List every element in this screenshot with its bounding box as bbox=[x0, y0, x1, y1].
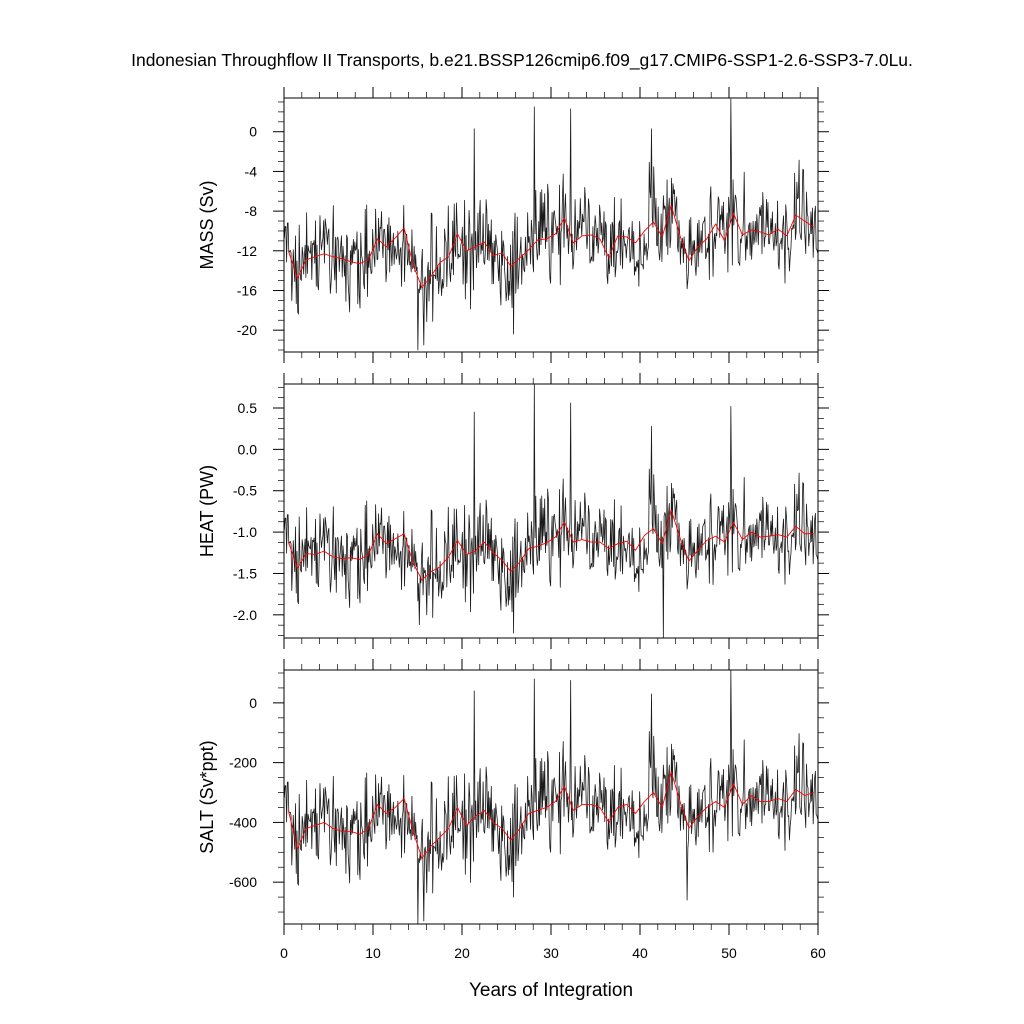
y-axis-label: HEAT (PW) bbox=[197, 465, 217, 557]
x-tick-label: 30 bbox=[543, 945, 559, 961]
y-tick-label: 0.0 bbox=[238, 441, 258, 457]
y-tick-label: 0 bbox=[249, 124, 257, 140]
y-tick-label: -0.5 bbox=[233, 483, 257, 499]
y-axis-label: MASS (Sv) bbox=[197, 180, 217, 269]
y-tick-label: 0.5 bbox=[238, 400, 258, 416]
chart-title: Indonesian Throughflow II Transports, b.… bbox=[131, 50, 913, 71]
y-tick-label: -8 bbox=[245, 203, 258, 219]
y-tick-label: -200 bbox=[229, 755, 257, 771]
y-tick-label: 0 bbox=[249, 695, 257, 711]
x-tick-label: 60 bbox=[810, 945, 826, 961]
x-tick-label: 40 bbox=[632, 945, 648, 961]
y-axis-label: SALT (Sv*ppt) bbox=[197, 740, 217, 853]
x-tick-label: 0 bbox=[280, 945, 288, 961]
y-tick-label: -1.0 bbox=[233, 524, 257, 540]
panels: -20 -16 -12 -8 -4 0 MASS (Sv) -2.0 -1.5 -1.0 -0.5 0… bbox=[197, 87, 829, 961]
annual-mean-line bbox=[288, 204, 814, 288]
x-tick-label: 10 bbox=[365, 945, 381, 961]
monthly-series-line bbox=[284, 98, 818, 351]
monthly-series-line bbox=[284, 384, 818, 638]
panel-0: -20 -16 -12 -8 -4 0 MASS (Sv) bbox=[197, 87, 829, 363]
x-tick-label: 50 bbox=[721, 945, 737, 961]
y-tick-label: -2.0 bbox=[233, 607, 257, 623]
panel-1: -2.0 -1.5 -1.0 -0.5 0.0 0.5 HEAT (PW) bbox=[197, 373, 829, 649]
y-tick-label: -1.5 bbox=[233, 565, 257, 581]
y-tick-label: -12 bbox=[237, 243, 257, 259]
x-tick-label: 20 bbox=[454, 945, 470, 961]
y-tick-label: -600 bbox=[229, 874, 257, 890]
monthly-series-line bbox=[284, 670, 818, 924]
plot-frame bbox=[283, 383, 819, 639]
y-tick-label: -20 bbox=[237, 322, 257, 338]
y-tick-label: -4 bbox=[245, 163, 258, 179]
y-tick-label: -400 bbox=[229, 814, 257, 830]
annual-mean-line bbox=[288, 509, 814, 581]
annual-mean-line bbox=[288, 771, 814, 859]
y-tick-label: -16 bbox=[237, 282, 257, 298]
panel-2: 0 10 20 30 40 50 60 -600 -400 -200 0 SALT (Sv*ppt) bbox=[197, 659, 829, 961]
x-axis-label: Years of Integration bbox=[469, 980, 633, 1001]
